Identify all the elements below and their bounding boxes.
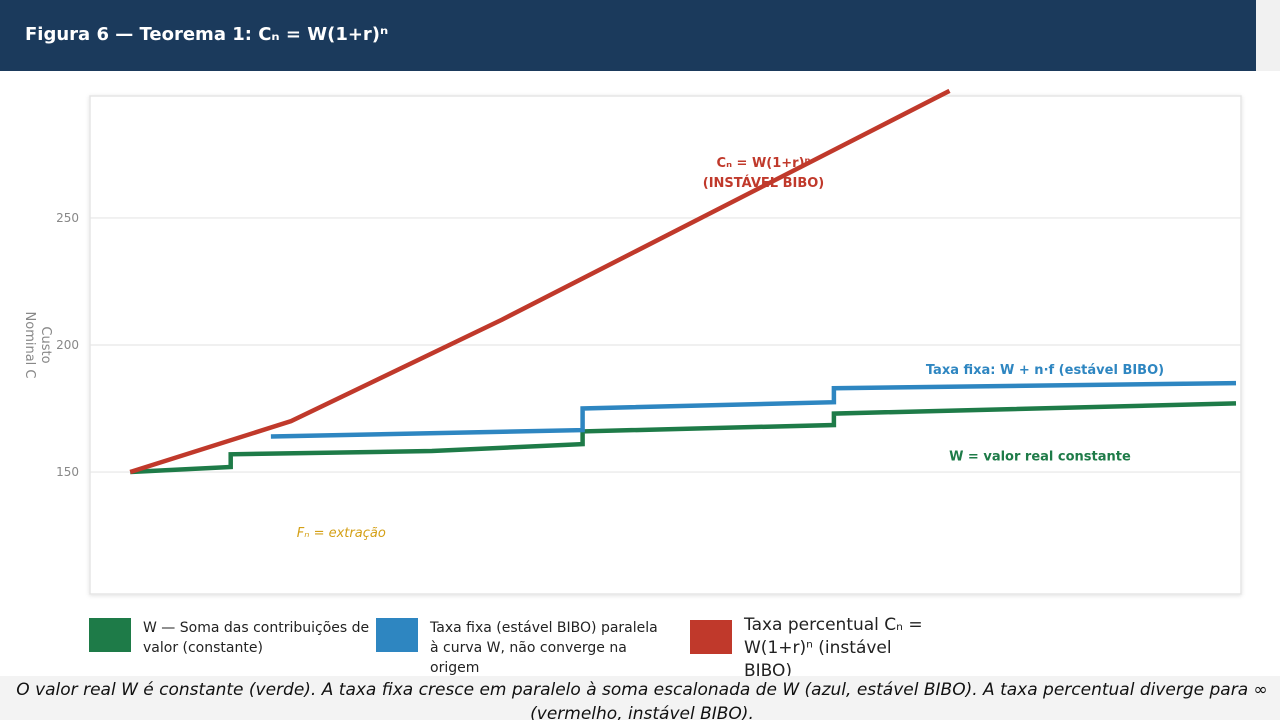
- legend-item-blue: Taxa fixa (estável BIBO) paralela à curv…: [376, 618, 666, 678]
- series-group: [129, 88, 1237, 475]
- legend-swatch-blue: [376, 618, 418, 652]
- y-tick-label-250: 250: [56, 211, 79, 225]
- legend-swatch-green: [89, 618, 131, 652]
- figure-title: Figura 6 — Teorema 1: Cₙ = W(1+r)ⁿ: [25, 24, 389, 45]
- grid-lines: [90, 217, 1241, 473]
- y-axis-label-line-2: Nominal C: [22, 312, 37, 379]
- y-axis-label-line-1: Custo: [38, 326, 53, 363]
- series-line-blue: [270, 380, 1237, 439]
- annotation-green_label: W = valor real constante: [949, 450, 1131, 465]
- legend-label-red: Taxa percentual Cₙ = W(1+r)ⁿ (instável B…: [744, 615, 923, 681]
- legend-label-blue: Taxa fixa (estável BIBO) paralela à curv…: [430, 620, 658, 676]
- legend-swatch-red: [690, 620, 732, 654]
- series-line-green: [130, 401, 1237, 475]
- chart: 150 200 250 Custo Nominal C Cₙ = W(1+r)ⁿ (I…: [22, 88, 1242, 595]
- y-tick-label-200: 200: [56, 338, 79, 352]
- caption-text: O valor real W é constante (verde). A ta…: [16, 680, 1268, 720]
- legend-item-red: Taxa percentual Cₙ = W(1+r)ⁿ (instável B…: [690, 614, 940, 683]
- header-edge: [1256, 0, 1280, 71]
- legend-item-green: W — Soma das contribuições de valor (con…: [89, 618, 371, 658]
- figure-caption: O valor real W é constante (verde). A ta…: [0, 676, 1280, 720]
- y-axis-ticks: 150 200 250: [56, 211, 79, 479]
- series-line-red: [129, 88, 951, 475]
- annotations-group: Cₙ = W(1+r)ⁿ (INSTÁVEL BIBO) Taxa fixa: W …: [297, 156, 1164, 541]
- header-bar: Figura 6 — Teorema 1: Cₙ = W(1+r)ⁿ: [0, 0, 1256, 71]
- annotation-red_label: Cₙ = W(1+r)ⁿ (INSTÁVEL BIBO): [703, 156, 824, 191]
- annotation-orange_label: Fₙ = extração: [297, 526, 386, 541]
- y-tick-label-150: 150: [56, 465, 79, 479]
- annotation-blue_label: Taxa fixa: W + n·f (estável BIBO): [926, 363, 1164, 378]
- legend-label-green: W — Soma das contribuições de valor (con…: [143, 620, 370, 656]
